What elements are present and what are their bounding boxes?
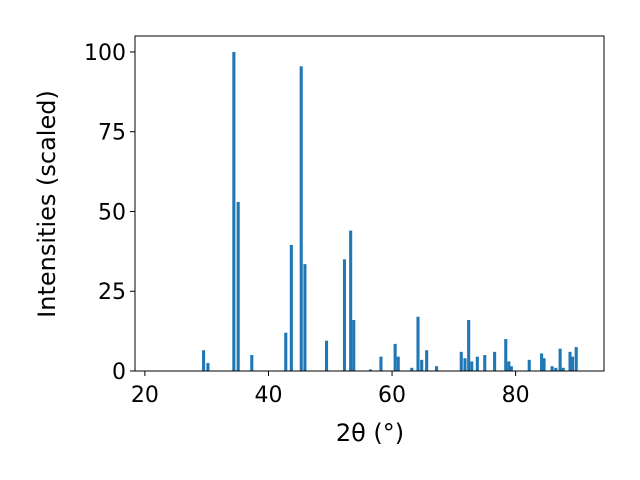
bar xyxy=(349,230,353,371)
x-tick-label: 80 xyxy=(502,383,530,408)
bar xyxy=(459,351,463,371)
bar xyxy=(303,264,307,371)
x-tick-label: 20 xyxy=(131,383,159,408)
bar xyxy=(527,359,531,371)
x-tick-label: 40 xyxy=(254,383,282,408)
bar xyxy=(410,367,414,371)
bar xyxy=(284,332,288,371)
y-axis-label: Intensities (scaled) xyxy=(33,90,61,318)
bar xyxy=(542,358,546,371)
x-tick-label: 60 xyxy=(378,383,406,408)
bar xyxy=(574,347,578,371)
bar xyxy=(467,319,471,371)
bar xyxy=(470,361,474,371)
bar xyxy=(425,350,429,371)
bar xyxy=(206,363,210,371)
bar xyxy=(232,51,236,371)
bar xyxy=(236,201,240,371)
plot-frame xyxy=(134,35,605,372)
bar xyxy=(475,356,479,371)
y-tick-label: 50 xyxy=(98,200,126,225)
bar xyxy=(299,66,303,372)
bar xyxy=(202,350,206,371)
bar xyxy=(368,369,372,371)
bar xyxy=(463,358,467,371)
bar xyxy=(250,355,254,371)
bar xyxy=(434,366,439,371)
bar xyxy=(493,351,497,371)
x-axis-label: 2θ (°) xyxy=(336,419,404,447)
bar xyxy=(509,366,513,371)
bar xyxy=(416,316,420,371)
bar xyxy=(550,366,554,371)
bar xyxy=(558,348,562,371)
bar xyxy=(420,359,424,371)
bar xyxy=(325,340,329,371)
bar xyxy=(504,339,508,371)
bar xyxy=(352,319,356,371)
bar xyxy=(483,355,487,371)
bar xyxy=(507,361,511,371)
y-tick-label: 75 xyxy=(98,121,126,146)
bar xyxy=(396,356,400,371)
bar xyxy=(570,356,575,371)
bar xyxy=(554,367,558,371)
bar xyxy=(379,356,383,371)
bar xyxy=(289,244,293,371)
y-tick-label: 25 xyxy=(98,280,126,305)
bar xyxy=(342,259,347,371)
bar xyxy=(393,343,397,371)
y-tick-label: 0 xyxy=(112,360,126,385)
y-tick-label: 100 xyxy=(84,41,126,66)
bar xyxy=(561,367,565,371)
bar xyxy=(568,351,572,371)
bar xyxy=(540,353,544,371)
